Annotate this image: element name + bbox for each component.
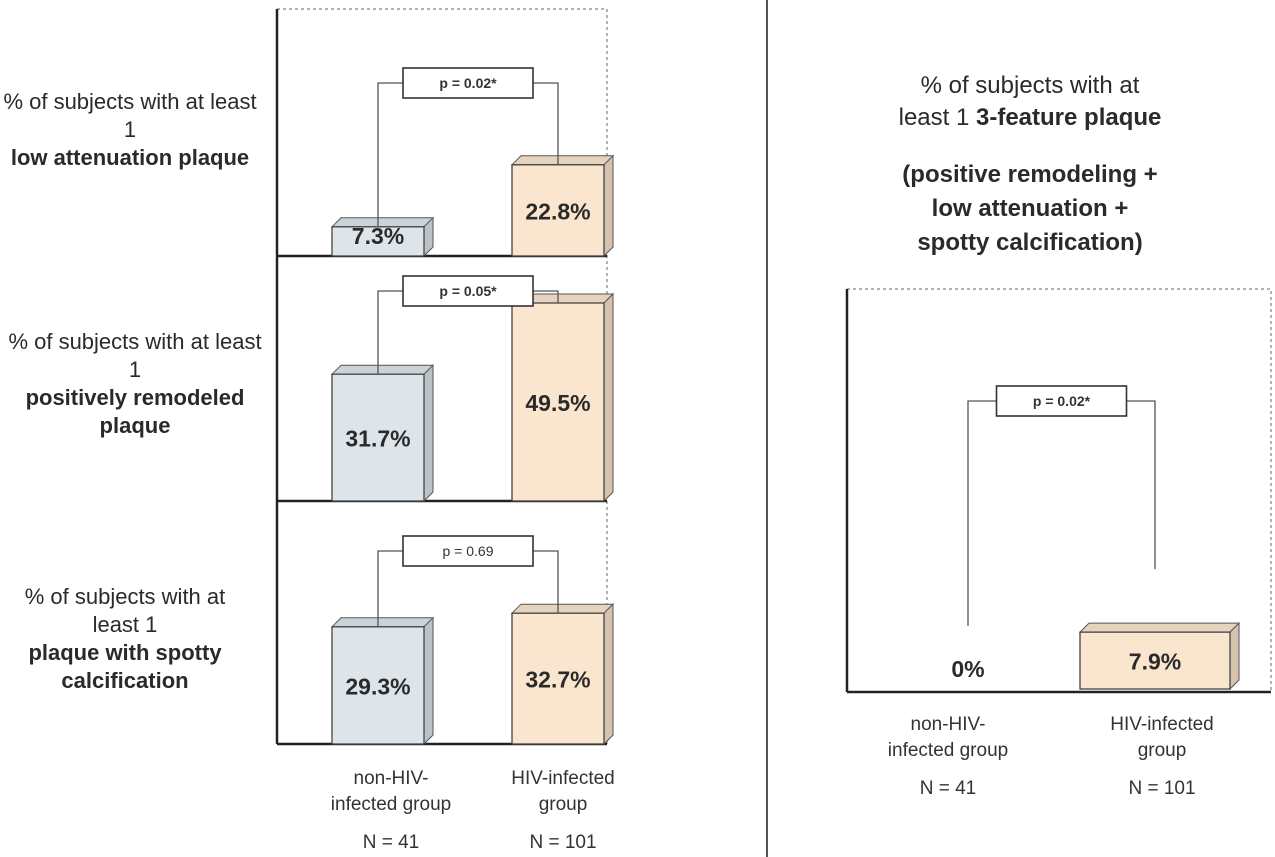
- left-row-low-attenuation-value-label-non-hiv: 7.3%: [352, 223, 404, 249]
- right-chart-title: % of subjects with at least 1 3-feature …: [820, 70, 1240, 134]
- left-row-spotty-calcification-bar-non-hiv: [331, 626, 425, 745]
- left-row-low-attenuation-bar-hiv-top: [510, 155, 615, 166]
- row-label-spotty-calcification-bold: plaque with spotty calcification: [28, 640, 222, 693]
- left-row-low-attenuation-p-value: p = 0.02*: [439, 75, 497, 91]
- panel-divider: [766, 0, 768, 857]
- right-chart-panel: 0% 7.9% p = 0.02*: [845, 288, 1272, 694]
- left-row-spotty-calcification-bar-hiv-top: [510, 603, 615, 614]
- left-group-label-non-hiv-line1: non-HIV-: [353, 768, 429, 789]
- row-label-positively-remodeled-pre: % of subjects with at least 1: [8, 329, 262, 382]
- left-row-positively-remodeled-bar-non-hiv-top: [330, 364, 435, 375]
- row-label-low-attenuation: % of subjects with at least 1 low attenu…: [0, 88, 260, 172]
- right-group-label-non-hiv-line1: non-HIV-: [910, 714, 986, 735]
- left-row-spotty-calcification-value-label-hiv: 32.7%: [525, 667, 590, 693]
- left-n-non-hiv: N = 41: [362, 832, 420, 853]
- right-group-label-hiv: HIV-infected group: [1082, 712, 1242, 764]
- right-3-feature-bracket-left: [967, 400, 997, 626]
- left-row-low-attenuation-bracket-left: [377, 82, 403, 227]
- right-group-label-hiv-line1: HIV-infected: [1110, 714, 1214, 735]
- left-row-positively-remodeled-bracket-left: [377, 290, 403, 375]
- right-title-line2-pre: least 1: [898, 104, 970, 131]
- left-n-hiv: N = 101: [529, 832, 597, 853]
- left-row-low-attenuation-bracket-right: [533, 82, 559, 165]
- right-subtitle-line3: spotty calcification): [917, 229, 1143, 256]
- right-3-feature-bar-hiv-side: [1229, 621, 1240, 691]
- left-row-spotty-calcification-bracket-right: [533, 550, 559, 614]
- right-subtitle-line1: (positive remodeling +: [902, 161, 1158, 188]
- left-row-positively-remodeled-bar-non-hiv-side: [423, 363, 434, 503]
- left-chart-panel: 7.3% 22.8% p = 0.02* 31.7% 49.5% p = 0.05* 29.…: [275, 8, 615, 746]
- left-group-label-hiv: HIV-infected group: [488, 766, 638, 818]
- right-title-line2-bold: 3-feature plaque: [976, 104, 1162, 131]
- right-group-label-non-hiv: non-HIV- infected group: [868, 712, 1028, 764]
- right-3-feature-bar-hiv-top: [1078, 622, 1241, 633]
- right-3-feature-value-label-hiv: 7.9%: [1129, 649, 1181, 675]
- right-3-feature-value-label-non-hiv: 0%: [951, 656, 984, 682]
- row-label-spotty-calcification-pre: % of subjects with at least 1: [24, 584, 226, 637]
- right-3-feature-bracket-right: [1126, 400, 1156, 570]
- right-group-label-hiv-line2: group: [1137, 740, 1187, 761]
- left-row-positively-remodeled-p-value: p = 0.05*: [439, 283, 497, 299]
- left-group-label-hiv-line1: HIV-infected: [511, 768, 615, 789]
- left-row-spotty-calcification-value-label-non-hiv: 29.3%: [345, 673, 410, 699]
- left-row-low-attenuation-bar-hiv-side: [603, 154, 614, 258]
- right-chart-subtitle: (positive remodeling + low attenuation +…: [820, 158, 1240, 260]
- row-label-positively-remodeled-bold: positively remodeled plaque: [25, 385, 245, 438]
- left-row-low-attenuation-bar-non-hiv: [331, 226, 425, 257]
- right-3-feature-p-value-box: [995, 385, 1128, 417]
- left-row-low-attenuation-p-value-box: [402, 67, 534, 99]
- left-row-spotty-calcification-bar-hiv: [511, 612, 605, 745]
- left-row-spotty-calcification-bar-non-hiv-side: [423, 616, 434, 746]
- left-row-positively-remodeled-bar-hiv-side: [603, 292, 614, 503]
- left-row-positively-remodeled-bar-hiv: [511, 302, 605, 502]
- left-row-positively-remodeled-value-label-hiv: 49.5%: [525, 390, 590, 416]
- right-title-line1: % of subjects with at: [920, 72, 1140, 99]
- row-label-spotty-calcification: % of subjects with at least 1 plaque wit…: [0, 583, 250, 695]
- row-label-low-attenuation-pre: % of subjects with at least 1: [3, 89, 257, 142]
- left-group-label-hiv-line2: group: [538, 794, 588, 815]
- left-row-positively-remodeled-value-label-non-hiv: 31.7%: [345, 426, 410, 452]
- right-3-feature-bar-hiv: [1079, 631, 1231, 690]
- left-row-low-attenuation-value-label-hiv: 22.8%: [525, 198, 590, 224]
- left-group-label-non-hiv-line2: infected group: [330, 794, 452, 815]
- left-row-low-attenuation-bar-hiv: [511, 164, 605, 257]
- right-3-feature-p-value: p = 0.02*: [1033, 393, 1091, 409]
- left-row-spotty-calcification-bar-non-hiv-top: [330, 617, 435, 628]
- left-row-positively-remodeled-bracket-right: [533, 290, 559, 303]
- left-row-spotty-calcification-bar-hiv-side: [603, 602, 614, 746]
- left-group-label-non-hiv: non-HIV- infected group: [316, 766, 466, 818]
- left-row-spotty-calcification-bracket-left: [377, 550, 403, 627]
- right-subtitle-line2: low attenuation +: [931, 195, 1129, 222]
- right-n-hiv: N = 101: [1128, 778, 1196, 799]
- left-row-spotty-calcification-p-value: p = 0.69: [443, 543, 494, 559]
- right-n-non-hiv: N = 41: [919, 778, 977, 799]
- left-row-positively-remodeled-p-value-box: [402, 275, 534, 307]
- left-row-spotty-calcification-p-value-box: [402, 535, 534, 567]
- row-label-positively-remodeled: % of subjects with at least 1 positively…: [0, 328, 270, 440]
- row-label-low-attenuation-bold: low attenuation plaque: [10, 145, 250, 170]
- right-group-label-non-hiv-line2: infected group: [887, 740, 1009, 761]
